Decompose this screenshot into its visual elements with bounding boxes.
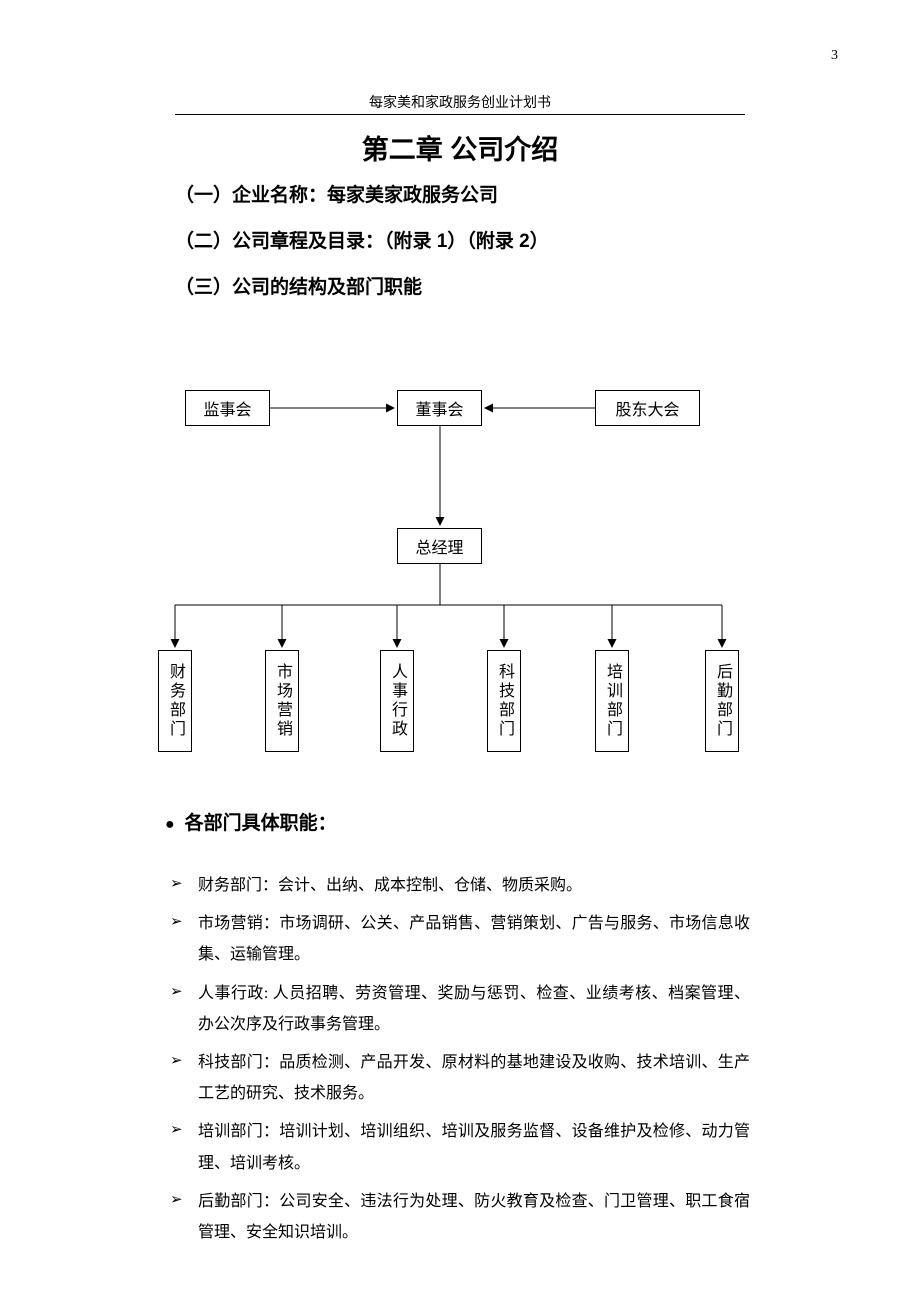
duty-item: 培训部门：培训计划、培训组织、培训及服务监督、设备维护及检修、动力管理、培训考核… <box>170 1116 750 1178</box>
org-node-dept-marketing: 市场营销 <box>265 650 299 752</box>
duties-list: 财务部门：会计、出纳、成本控制、仓储、物质采购。 市场营销：市场调研、公关、产品… <box>170 870 750 1255</box>
org-node-dept-hr: 人事行政 <box>380 650 414 752</box>
running-header: 每家美和家政服务创业计划书 <box>175 92 745 115</box>
duty-item: 财务部门：会计、出纳、成本控制、仓储、物质采购。 <box>170 870 750 901</box>
section-heading-3: （三）公司的结构及部门职能 <box>175 272 422 299</box>
duty-item: 人事行政: 人员招聘、劳资管理、奖励与惩罚、检查、业绩考核、档案管理、办公次序及… <box>170 978 750 1040</box>
org-chart: 监事会 董事会 股东大会 总经理 财务部门 市场营销 人事行政 科技部门 培训部… <box>145 380 775 760</box>
chapter-title: 第二章 公司介绍 <box>0 128 920 167</box>
section-heading-2: （二）公司章程及目录：（附录 1）（附录 2） <box>175 226 549 253</box>
org-node-supervisor: 监事会 <box>185 390 270 426</box>
duty-item: 后勤部门：公司安全、违法行为处理、防火教育及检查、门卫管理、职工食宿管理、安全知… <box>170 1186 750 1248</box>
org-node-board: 董事会 <box>397 390 482 426</box>
section-heading-1: （一）企业名称：每家美家政服务公司 <box>175 180 498 207</box>
duties-heading: 各部门具体职能： <box>165 808 337 835</box>
org-node-dept-training: 培训部门 <box>595 650 629 752</box>
org-node-shareholder: 股东大会 <box>595 390 700 426</box>
page-number: 3 <box>831 48 838 64</box>
org-chart-lines <box>145 380 775 760</box>
org-node-gm: 总经理 <box>397 528 482 564</box>
org-node-dept-logistics: 后勤部门 <box>705 650 739 752</box>
duty-item: 市场营销：市场调研、公关、产品销售、营销策划、广告与服务、市场信息收集、运输管理… <box>170 908 750 970</box>
duty-item: 科技部门：品质检测、产品开发、原材料的基地建设及收购、技术培训、生产工艺的研究、… <box>170 1047 750 1109</box>
org-node-dept-finance: 财务部门 <box>158 650 192 752</box>
org-node-dept-tech: 科技部门 <box>487 650 521 752</box>
